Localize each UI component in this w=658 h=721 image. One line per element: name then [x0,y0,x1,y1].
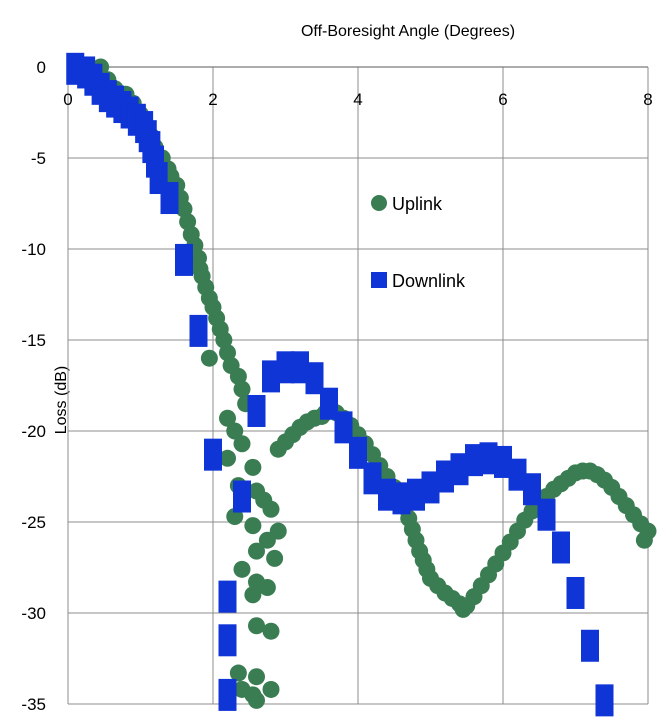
uplink-point [248,691,265,709]
uplink-point [219,344,236,362]
legend-downlink-label: Downlink [392,271,466,291]
downlink-point [581,629,599,662]
downlink-point [189,314,208,347]
downlink-point [334,411,353,444]
y-tick-label: -35 [21,695,46,714]
y-tick-label: -20 [21,422,46,441]
downlink-point [305,362,324,395]
downlink-point [450,453,469,486]
y-tick-label: -30 [21,604,46,623]
uplink-point [215,331,233,349]
downlink-point [494,445,512,478]
uplink-point [244,586,262,604]
legend-downlink-marker [371,272,387,288]
downlink-point [421,471,440,504]
downlink-point [291,351,309,384]
downlink-point [407,478,425,511]
uplink-point [229,664,247,682]
downlink-point [392,482,411,515]
y-tick-label: -5 [31,149,46,168]
uplink-point [248,668,265,686]
uplink-point [175,200,193,218]
uplink-point [244,458,262,476]
downlink-point [218,678,237,711]
uplink-point [248,542,265,560]
legend: Uplink Downlink [371,194,466,291]
x-tick-label: 0 [63,90,72,109]
uplink-point [635,531,653,549]
uplink-point [229,367,247,385]
downlink-point [247,394,266,427]
downlink-point [160,182,179,215]
uplink-point [258,579,276,597]
uplink-point [219,409,236,427]
x-tick-label: 2 [208,90,217,109]
downlink-point [479,442,498,475]
downlink-point [552,531,570,564]
uplink-point [244,517,262,535]
downlink-point [218,624,237,657]
uplink-point [233,380,251,398]
x-tick-label: 8 [643,90,652,109]
uplink-point [219,449,236,467]
uplink-point [262,500,280,518]
data-markers [66,52,657,717]
uplink-point [262,680,280,698]
downlink-point [349,436,367,469]
legend-uplink-marker [371,195,387,211]
downlink-point [595,684,614,717]
x-tick-label: 6 [498,90,507,109]
uplink-point [200,349,218,367]
downlink-point [276,351,295,384]
downlink-point [262,360,280,393]
uplink-point [233,435,251,453]
downlink-point [465,444,483,477]
downlink-point [378,478,396,511]
y-tick-label: -15 [21,331,46,350]
downlink-point [363,462,382,495]
downlink-point [233,480,251,513]
uplink-point [226,422,244,440]
grid-lines [67,66,649,705]
y-tick-label: -10 [21,240,46,259]
y-tick-label: 0 [37,58,46,77]
downlink-point [537,498,556,531]
downlink-point [523,473,541,506]
downlink-point [175,243,193,276]
downlink-point [508,458,527,491]
legend-uplink-label: Uplink [392,194,443,214]
uplink-point [262,622,280,640]
y-axis-title: Loss (dB) [53,366,70,434]
downlink-point [566,576,585,609]
downlink-point [204,438,222,471]
downlink-point [320,387,338,420]
downlink-point [218,580,237,613]
x-axis-title: Off-Boresight Angle (Degrees) [301,23,515,40]
downlink-point [436,460,454,493]
uplink-point [248,617,265,635]
x-tick-label: 4 [353,90,362,109]
y-tick-label: -25 [21,513,46,532]
uplink-point [179,213,197,231]
uplink-point [258,531,276,549]
uplink-point [266,549,284,567]
uplink-point [233,560,251,578]
tick-labels: 0 2 4 6 8 0 -5 -10 -15 -20 -25 -30 -35 [21,58,652,714]
